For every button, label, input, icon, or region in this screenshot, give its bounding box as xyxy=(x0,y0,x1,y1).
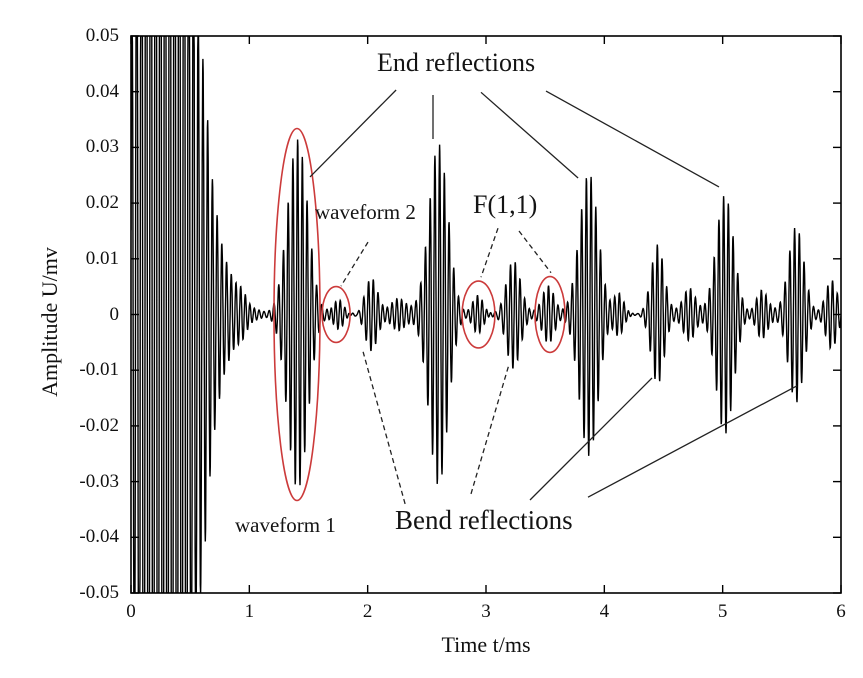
y-tick-label: -0.03 xyxy=(79,470,119,492)
leader-line-end_reflections xyxy=(545,90,720,188)
leader-line-f11 xyxy=(480,227,499,278)
y-tick-label: -0.05 xyxy=(79,582,119,603)
x-tick-label: 0 xyxy=(126,601,136,622)
x-tick-label: 4 xyxy=(599,601,610,622)
y-tick-label: 0.01 xyxy=(85,247,119,269)
annotation-waveform-1: waveform 1 xyxy=(235,513,336,537)
y-tick-label: -0.02 xyxy=(79,414,119,436)
annotation-waveform-2: waveform 2 xyxy=(315,200,416,224)
y-tick-label: 0.05 xyxy=(85,25,119,46)
leader-line-waveform2 xyxy=(340,241,369,287)
x-tick-label: 1 xyxy=(244,601,255,622)
leader-line-end_reflections xyxy=(480,91,579,179)
x-axis-label: Time t/ms xyxy=(441,632,531,657)
highlight-ellipse xyxy=(461,280,496,349)
highlight-ellipse xyxy=(534,275,566,354)
y-tick-label: -0.01 xyxy=(79,359,119,381)
y-tick-label: 0.04 xyxy=(85,80,119,102)
y-tick-label: 0.03 xyxy=(85,136,119,158)
x-tick-label: 5 xyxy=(717,601,728,622)
highlight-ellipse xyxy=(321,285,351,344)
y-axis-label: Amplitude U/mv xyxy=(37,247,62,397)
leader-line-bend_reflections xyxy=(470,363,510,495)
leader-line-bend_reflections xyxy=(529,377,653,501)
y-tick-label: 0.02 xyxy=(85,192,119,214)
annotation-bend-reflections: Bend reflections xyxy=(395,505,573,535)
x-tick-label: 6 xyxy=(836,601,846,622)
leader-line-end_reflections xyxy=(309,89,397,178)
annotation-end-reflections: End reflections xyxy=(377,48,536,77)
annotation-f11-mode: F(1,1) xyxy=(473,190,538,219)
x-tick-label: 3 xyxy=(481,601,491,622)
leader-line-f11 xyxy=(518,230,552,274)
y-tick-label: -0.04 xyxy=(79,526,119,548)
y-tick-label: 0 xyxy=(109,303,120,325)
highlight-ellipse xyxy=(273,127,321,502)
leader-line-bend_reflections xyxy=(362,351,406,505)
signal-trace xyxy=(131,36,841,593)
x-tick-label: 2 xyxy=(362,601,373,622)
leader-line-bend_reflections xyxy=(587,385,798,498)
